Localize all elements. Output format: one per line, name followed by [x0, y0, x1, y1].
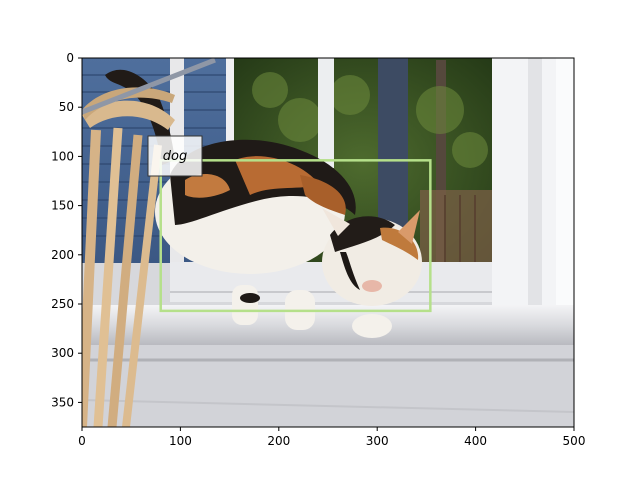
x-tick-label: 300 [366, 434, 389, 448]
x-tick-label: 200 [267, 434, 290, 448]
bbox-rect [159, 159, 432, 313]
y-tick-label: 150 [51, 199, 74, 213]
y-tick-label: 300 [51, 346, 74, 360]
axes-frame [81, 57, 575, 428]
y-tick-label: 0 [66, 51, 74, 65]
x-axis: 0 100 200 300 400 500 [78, 427, 585, 448]
y-tick-label: 100 [51, 149, 74, 163]
bbox-annotation: dog [147, 135, 432, 313]
y-tick-label: 200 [51, 248, 74, 262]
bbox-label: dog [163, 149, 187, 164]
x-tick-label: 500 [563, 434, 586, 448]
chair [82, 58, 216, 427]
y-tick-label: 350 [51, 395, 74, 409]
y-tick-label: 50 [59, 100, 74, 114]
bbox-label-background [147, 135, 203, 177]
x-tick-label: 0 [78, 434, 86, 448]
photo [82, 58, 574, 427]
x-tick-label: 100 [169, 434, 192, 448]
y-axis: 0 50 100 150 200 250 300 350 [51, 51, 82, 409]
x-tick-label: 400 [464, 434, 487, 448]
y-tick-label: 250 [51, 297, 74, 311]
